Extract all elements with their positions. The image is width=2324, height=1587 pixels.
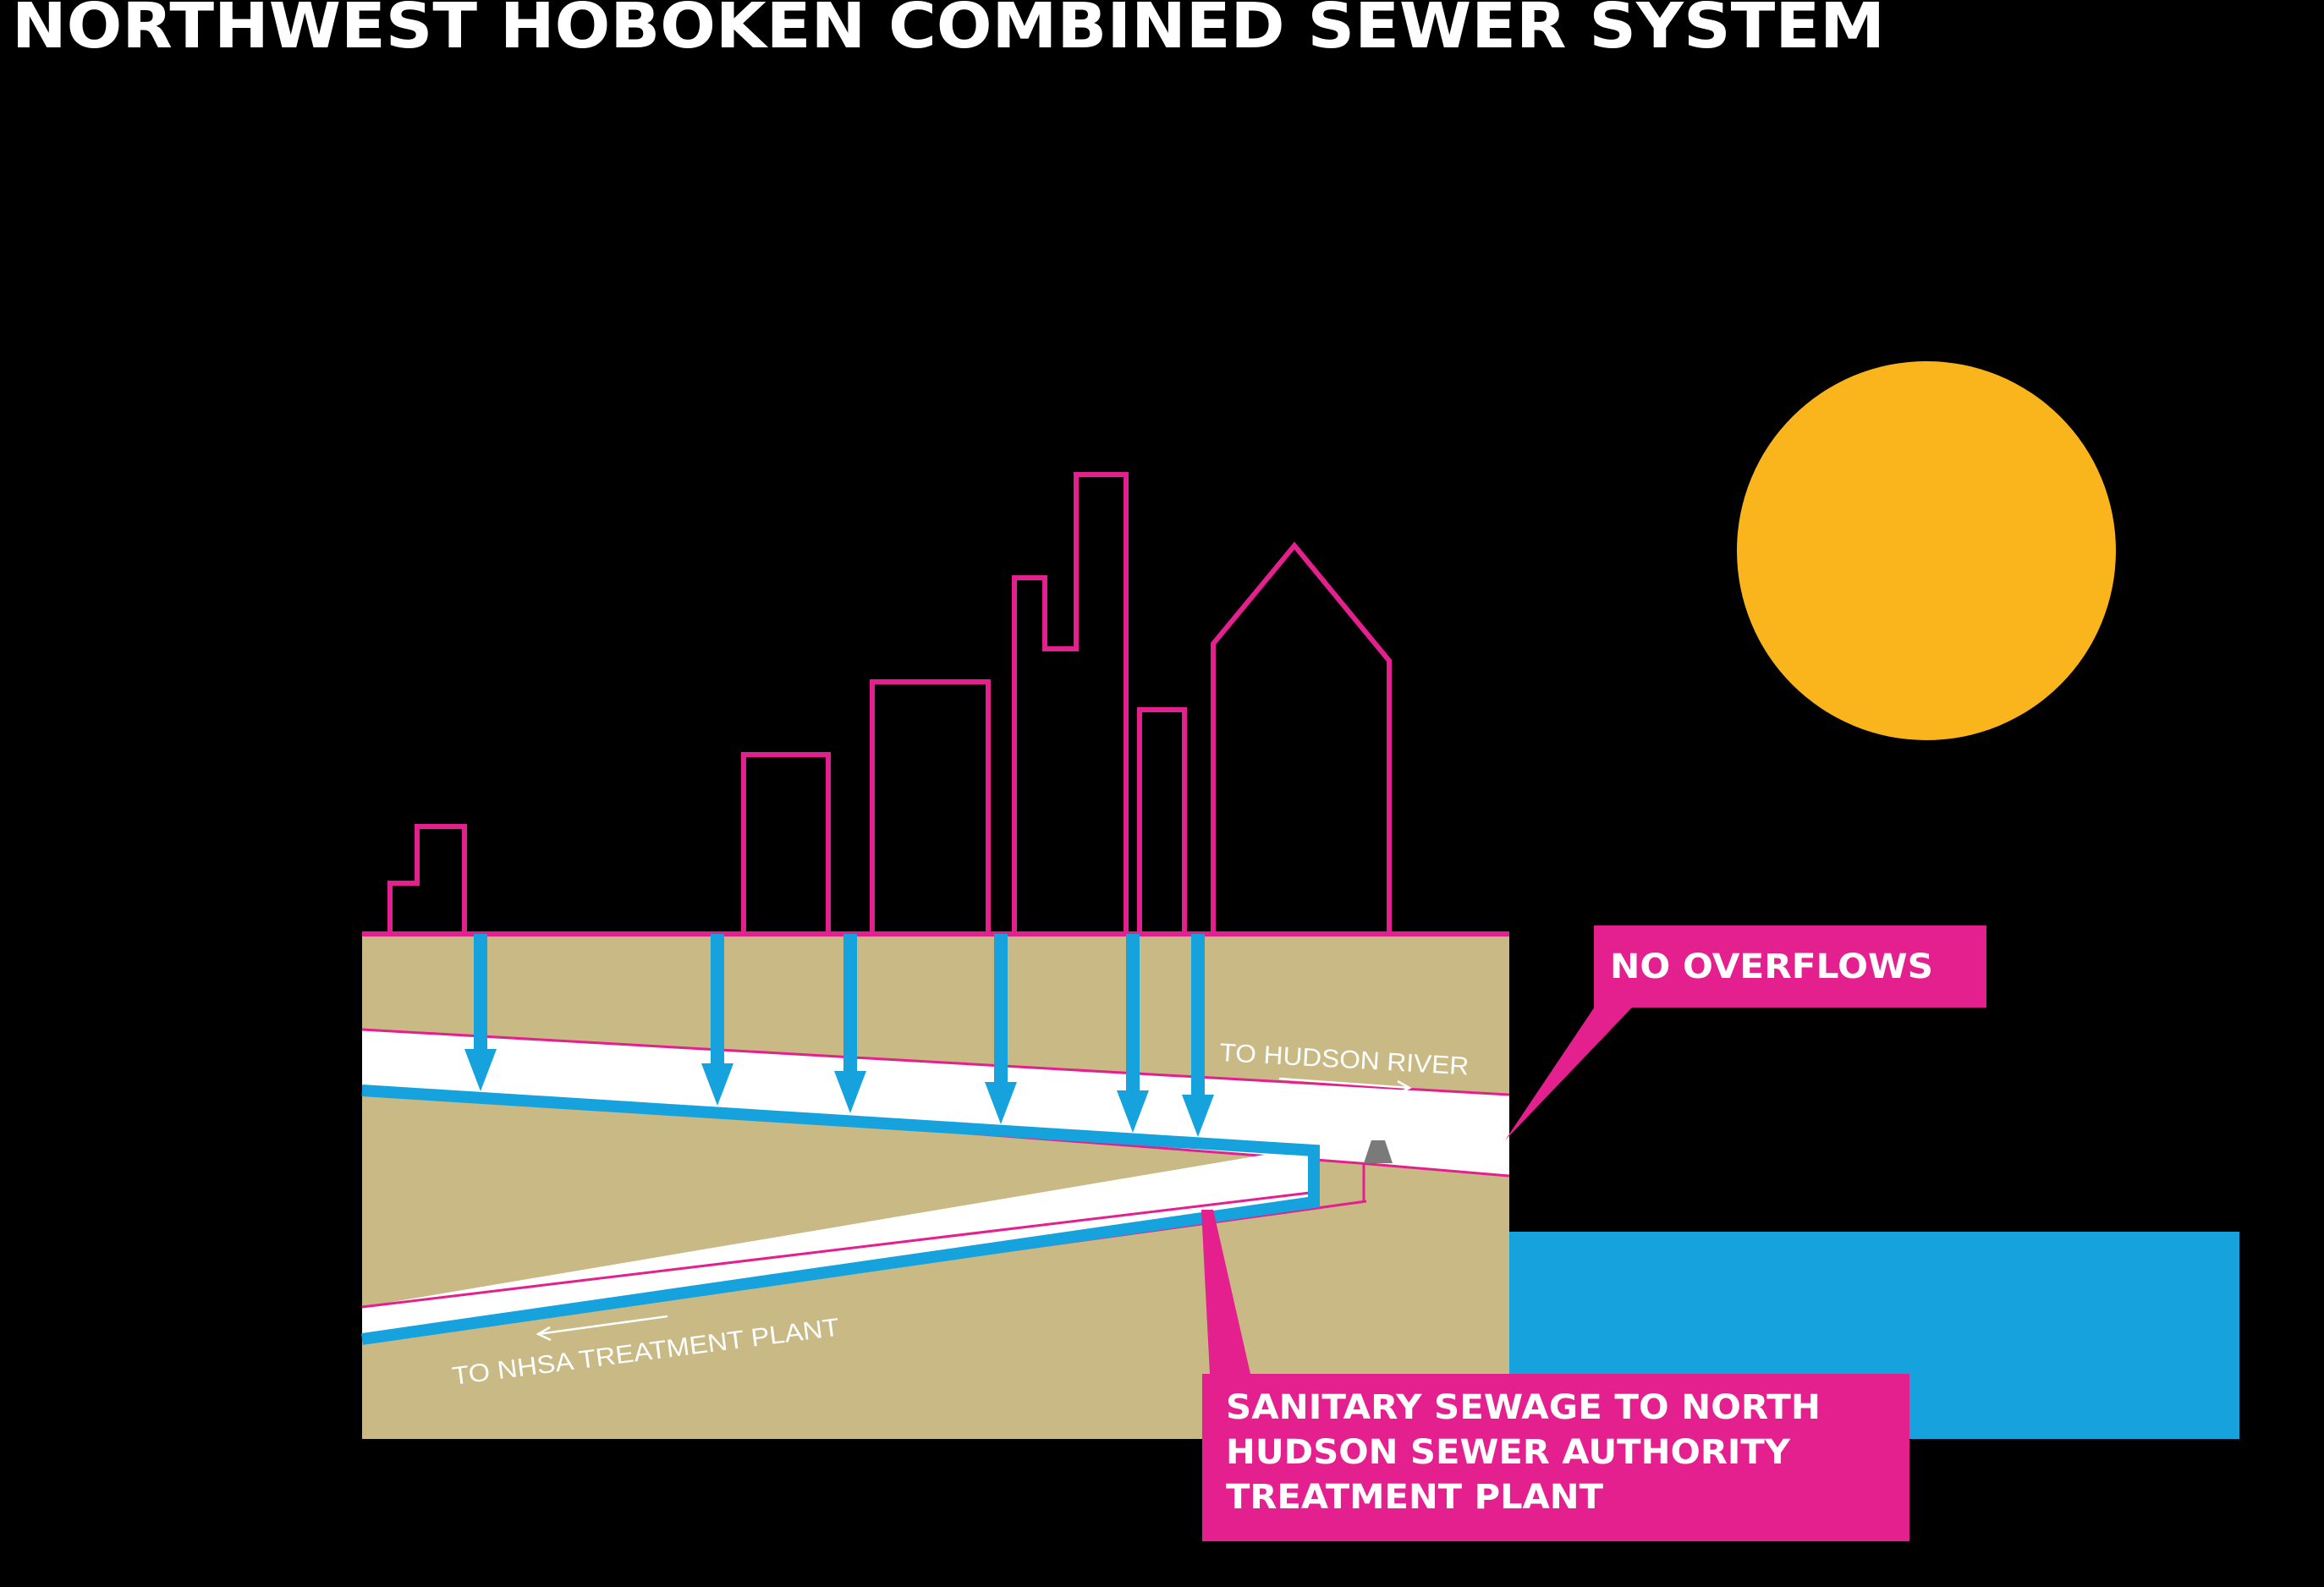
city-skyline xyxy=(387,472,1392,936)
down-arrow-icon xyxy=(701,934,733,1106)
down-arrow-icon xyxy=(1117,934,1149,1133)
down-arrow-icon xyxy=(834,934,866,1113)
no-overflows-callout-box xyxy=(1594,925,1986,1008)
interceptor-pipe xyxy=(362,1147,1310,1340)
down-arrow-icon xyxy=(985,934,1017,1124)
building-a xyxy=(741,752,831,936)
no-overflows-callout-text: NO OVERFLOWS xyxy=(1610,947,1933,986)
treatment-flow-arrow-icon xyxy=(536,1315,668,1342)
sanitary-pointer xyxy=(1201,1210,1250,1374)
hudson-flow-arrow-icon xyxy=(1278,1077,1412,1096)
sanitary-callout-line2: HUDSON SEWER AUTHORITY xyxy=(1226,1433,1791,1472)
building-small-stepped xyxy=(387,824,467,934)
sanitary-callout-line3: TREATMENT PLANT xyxy=(1226,1478,1604,1517)
sun-icon xyxy=(1737,361,2116,740)
down-arrow-icon xyxy=(1182,934,1214,1137)
overflow-weir-icon xyxy=(1364,1140,1393,1163)
interceptor-pipe-top-edge xyxy=(361,1191,1310,1309)
overflow-channel-bottom-edge xyxy=(1359,1161,1510,1178)
down-arrow-icon xyxy=(464,934,497,1091)
sanitary-callout-line1: SANITARY SEWAGE TO NORTH xyxy=(1226,1388,1821,1427)
no-overflows-pointer xyxy=(1505,1007,1633,1140)
sanitary-callout-box xyxy=(1202,1374,1909,1541)
sanitary-flow-line xyxy=(361,1085,1320,1345)
building-c xyxy=(1137,707,1187,936)
page-title: NORTHWEST HOBOKEN COMBINED SEWER SYSTEM xyxy=(12,0,1885,63)
building-gabled xyxy=(1211,541,1392,934)
building-b xyxy=(870,679,991,936)
combined-pipe-top-edge xyxy=(361,1028,1510,1096)
drain-arrows xyxy=(464,934,1214,1137)
building-notched-tower xyxy=(1012,472,1129,934)
